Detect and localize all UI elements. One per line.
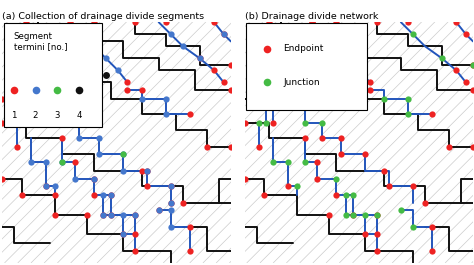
Text: Junction: Junction (283, 78, 320, 87)
Text: 1: 1 (11, 111, 17, 120)
Text: (a) Collection of drainage divide segments: (a) Collection of drainage divide segmen… (2, 12, 204, 21)
FancyBboxPatch shape (3, 23, 102, 127)
Text: 3: 3 (55, 111, 60, 120)
Text: (b) Drainage divide network: (b) Drainage divide network (245, 12, 378, 21)
Text: Endpoint: Endpoint (283, 44, 324, 53)
Text: Segment
termini [no.]: Segment termini [no.] (14, 32, 67, 51)
FancyBboxPatch shape (246, 23, 367, 110)
Text: 4: 4 (76, 111, 82, 120)
Text: 2: 2 (33, 111, 38, 120)
